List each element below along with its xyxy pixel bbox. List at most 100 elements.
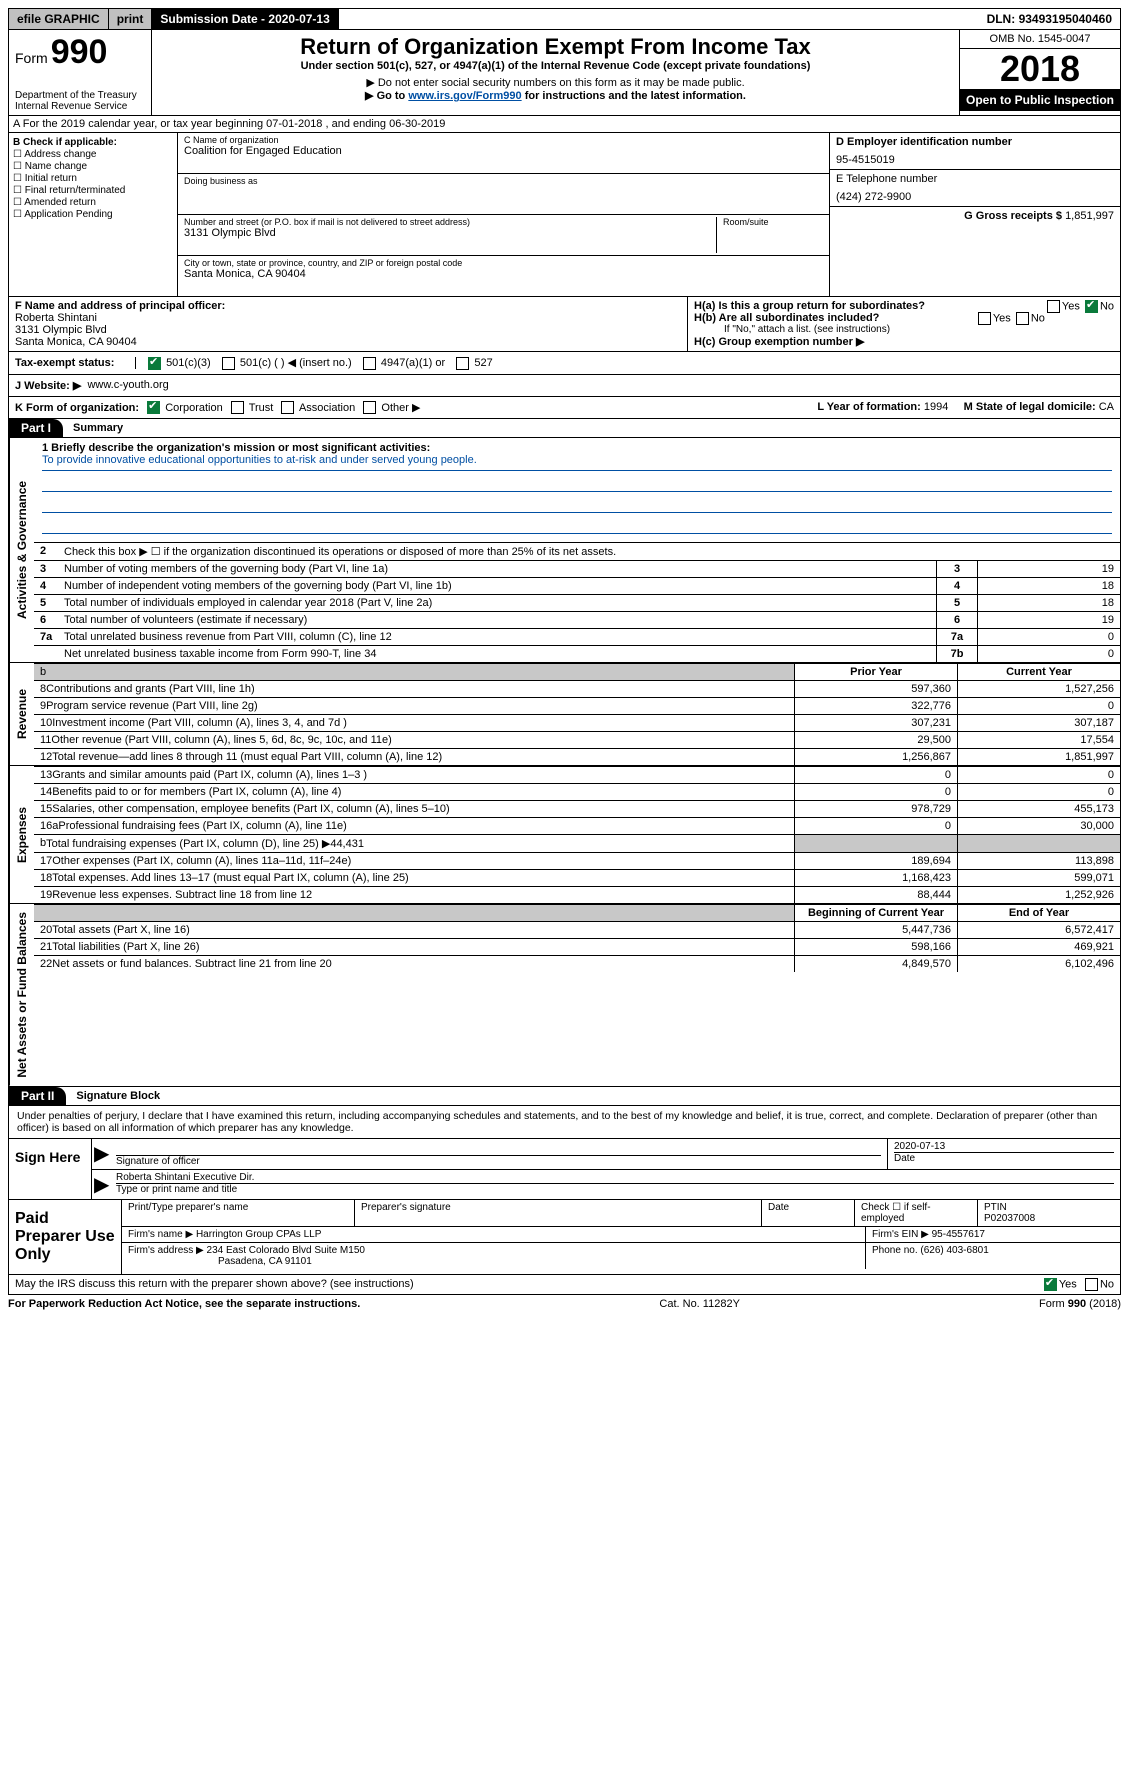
l-label: L Year of formation: [817, 401, 924, 413]
net-assets-section: Net Assets or Fund Balances Beginning of… [8, 904, 1121, 1087]
revenue-section: Revenue b Prior Year Current Year 8Contr… [8, 663, 1121, 766]
527-checkbox[interactable] [456, 357, 469, 370]
footer-mid: Cat. No. 11282Y [659, 1298, 740, 1310]
discuss-yes-checkbox[interactable] [1044, 1278, 1057, 1291]
vtab-activities: Activities & Governance [9, 438, 34, 662]
ha-yes-checkbox[interactable] [1047, 300, 1060, 313]
table-row: 12Total revenue—add lines 8 through 11 (… [34, 748, 1120, 765]
form-header: Form 990 Department of the Treasury Inte… [8, 30, 1121, 116]
prep-date-header: Date [762, 1200, 855, 1226]
open-to-public-badge: Open to Public Inspection [960, 89, 1120, 111]
chk-application-pending[interactable]: ☐ Application Pending [13, 209, 173, 220]
table-row: 16aProfessional fundraising fees (Part I… [34, 817, 1120, 834]
officer-name: Roberta Shintani [15, 312, 681, 324]
end-year-header: End of Year [957, 905, 1120, 921]
hb-yes-checkbox[interactable] [978, 312, 991, 325]
footer-left: For Paperwork Reduction Act Notice, see … [8, 1298, 360, 1310]
form-title: Return of Organization Exempt From Incom… [156, 34, 955, 60]
gov-row: 6Total number of volunteers (estimate if… [34, 611, 1120, 628]
print-button[interactable]: print [109, 9, 153, 29]
ha-no-checkbox[interactable] [1085, 300, 1098, 313]
city-value: Santa Monica, CA 90404 [184, 268, 823, 280]
footer-right: Form 990 (2018) [1039, 1298, 1121, 1310]
table-row: bTotal fundraising expenses (Part IX, co… [34, 834, 1120, 852]
gov-row: 2Check this box ▶ ☐ if the organization … [34, 542, 1120, 560]
org-name-label: C Name of organization [184, 135, 823, 145]
table-row: 10Investment income (Part VIII, column (… [34, 714, 1120, 731]
submission-date-label: Submission Date - [160, 12, 268, 26]
street-label: Number and street (or P.O. box if mail i… [184, 217, 716, 227]
chk-address-change[interactable]: ☐ Address change [13, 149, 173, 160]
part2-badge: Part II [9, 1087, 66, 1105]
org-name: Coalition for Engaged Education [184, 145, 823, 157]
form-subtitle-1: Under section 501(c), 527, or 4947(a)(1)… [156, 60, 955, 72]
na-header: Beginning of Current Year End of Year [34, 904, 1120, 921]
k-assoc-checkbox[interactable] [281, 401, 294, 414]
submission-date-badge: Submission Date - 2020-07-13 [152, 9, 338, 29]
501c-checkbox[interactable] [222, 357, 235, 370]
table-row: 14Benefits paid to or for members (Part … [34, 783, 1120, 800]
officer-typed-label: Type or print name and title [116, 1184, 1114, 1195]
501c3-checkbox[interactable] [148, 357, 161, 370]
discuss-no-checkbox[interactable] [1085, 1278, 1098, 1291]
table-row: 8Contributions and grants (Part VIII, li… [34, 680, 1120, 697]
sign-date-value: 2020-07-13 [894, 1141, 1114, 1153]
gross-receipts-value: 1,851,997 [1065, 210, 1114, 222]
city-label: City or town, state or province, country… [184, 258, 823, 268]
ein-value: 95-4515019 [836, 154, 1114, 166]
sign-here-label: Sign Here [9, 1139, 92, 1199]
irs-link[interactable]: www.irs.gov/Form990 [408, 90, 521, 102]
officer-typed-name: Roberta Shintani Executive Dir. [116, 1172, 1114, 1184]
form-number: 990 [51, 33, 108, 71]
table-row: 11Other revenue (Part VIII, column (A), … [34, 731, 1120, 748]
paid-preparer-block: Paid Preparer Use Only Print/Type prepar… [8, 1200, 1121, 1275]
firm-name-label: Firm's name ▶ [128, 1229, 196, 1240]
table-row: 15Salaries, other compensation, employee… [34, 800, 1120, 817]
dept-irs: Internal Revenue Service [15, 101, 145, 112]
prep-name-header: Print/Type preparer's name [122, 1200, 355, 1226]
discuss-row: May the IRS discuss this return with the… [8, 1275, 1121, 1295]
mission-blank-3 [42, 517, 1112, 534]
vtab-netassets: Net Assets or Fund Balances [9, 904, 34, 1086]
chk-initial-return[interactable]: ☐ Initial return [13, 173, 173, 184]
efile-graphic-button[interactable]: efile GRAPHIC [9, 9, 109, 29]
part1-header-row: Part I Summary [8, 419, 1121, 438]
firm-name-value: Harrington Group CPAs LLP [196, 1229, 321, 1240]
gov-row: 3Number of voting members of the governi… [34, 560, 1120, 577]
firm-ein-label: Firm's EIN ▶ [872, 1229, 932, 1240]
website-label: J Website: ▶ [15, 379, 81, 392]
col-b-title: B Check if applicable: [13, 137, 173, 148]
phone-value: (424) 272-9900 [836, 191, 1114, 203]
form-word: Form [15, 50, 48, 66]
table-row: 18Total expenses. Add lines 13–17 (must … [34, 869, 1120, 886]
chk-final-return[interactable]: ☐ Final return/terminated [13, 185, 173, 196]
firm-addr2: Pasadena, CA 91101 [128, 1256, 859, 1267]
chk-name-change[interactable]: ☐ Name change [13, 161, 173, 172]
hc-row: H(c) Group exemption number ▶ [694, 335, 1114, 348]
firm-addr-label: Firm's address ▶ [128, 1245, 207, 1256]
dln-badge: DLN: 93493195040460 [979, 9, 1120, 29]
ptin-label: PTIN [984, 1202, 1114, 1213]
k-corp-checkbox[interactable] [147, 401, 160, 414]
ptin-value: P02037008 [984, 1213, 1114, 1224]
website-value: www.c-youth.org [87, 379, 168, 391]
street-value: 3131 Olympic Blvd [184, 227, 716, 239]
mission-blank-2 [42, 496, 1112, 513]
prior-current-header: b Prior Year Current Year [34, 663, 1120, 680]
part1-title: Summary [63, 420, 133, 436]
dept-treasury: Department of the Treasury [15, 90, 145, 101]
principal-officer-row: F Name and address of principal officer:… [8, 297, 1121, 352]
4947-checkbox[interactable] [363, 357, 376, 370]
hb-no-checkbox[interactable] [1016, 312, 1029, 325]
table-row: 19Revenue less expenses. Subtract line 1… [34, 886, 1120, 903]
k-label: K Form of organization: [15, 402, 139, 414]
tax-status-row: Tax-exempt status: 501(c)(3) 501(c) ( ) … [8, 352, 1121, 375]
k-other-checkbox[interactable] [363, 401, 376, 414]
chk-amended-return[interactable]: ☐ Amended return [13, 197, 173, 208]
activities-governance-section: Activities & Governance 1 Briefly descri… [8, 438, 1121, 663]
form-subtitle-2: ▶ Do not enter social security numbers o… [156, 76, 955, 89]
sign-here-block: Sign Here ▶ Signature of officer 2020-07… [8, 1139, 1121, 1200]
k-trust-checkbox[interactable] [231, 401, 244, 414]
hb-row: H(b) Are all subordinates included? Yes … [694, 312, 1114, 324]
gov-row: Net unrelated business taxable income fr… [34, 645, 1120, 662]
